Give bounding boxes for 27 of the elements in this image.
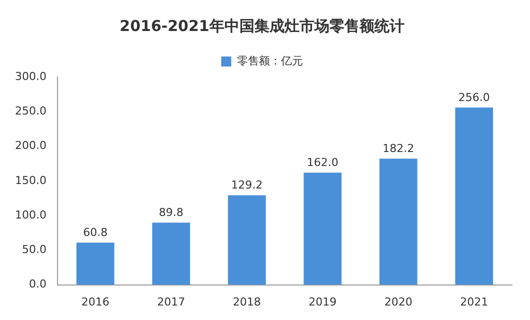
y-tick-label: 50.0 [22, 243, 46, 256]
y-tick-label: 0.0 [28, 278, 46, 291]
y-tick-label: 250.0 [14, 104, 46, 118]
data-label: 162.0 [306, 156, 338, 169]
bar [379, 158, 418, 285]
data-label: 89.8 [158, 206, 184, 219]
y-tick-label: 150.0 [14, 174, 46, 187]
x-tick-label: 2021 [460, 295, 488, 308]
bar [228, 195, 266, 285]
bar [76, 242, 114, 285]
y-tick-label: 300.0 [14, 70, 46, 83]
x-tick-label: 2016 [81, 295, 110, 308]
x-tick-label: 2018 [232, 295, 261, 308]
y-tick-label: 100.0 [14, 208, 46, 222]
data-label: 256.0 [458, 90, 490, 104]
bar [455, 107, 494, 285]
x-tick-label: 2020 [384, 295, 412, 308]
y-tick-label: 200.0 [14, 139, 46, 152]
x-tick-label: 2017 [157, 295, 186, 308]
bar [304, 172, 342, 285]
data-label: 182.2 [382, 142, 414, 155]
bar [152, 222, 190, 285]
x-tick-label: 2019 [308, 295, 337, 308]
data-label: 60.8 [83, 226, 108, 240]
chart-title: 2016-2021年中国集成灶市场零售额统计 [120, 16, 404, 35]
data-label: 129.2 [231, 178, 263, 192]
legend-label: 零售额：亿元 [236, 54, 303, 68]
